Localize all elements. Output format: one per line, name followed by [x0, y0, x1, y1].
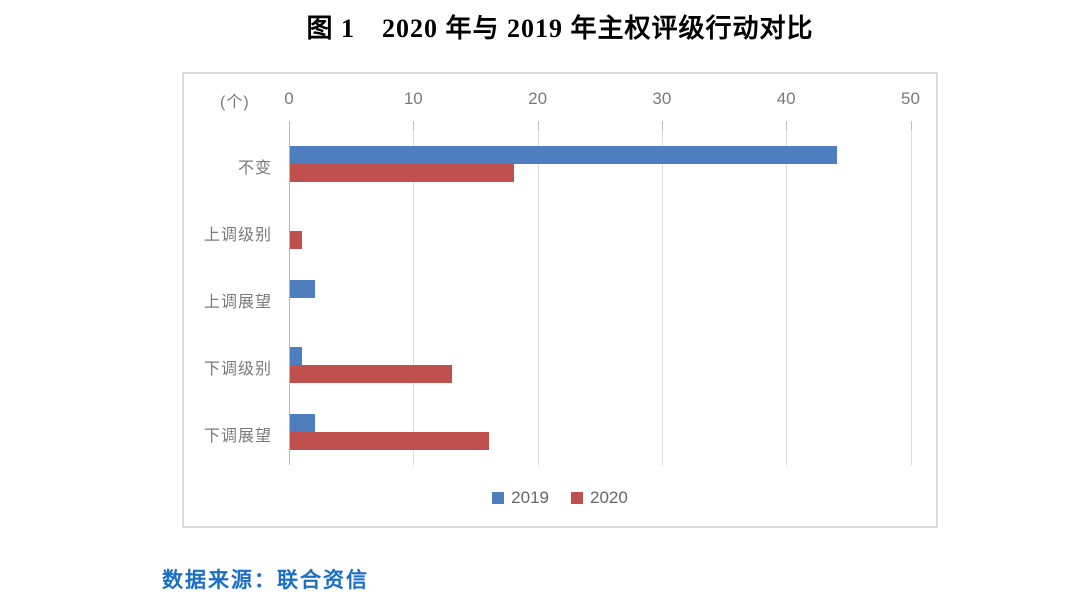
page-title: 图 1 2020 年与 2019 年主权评级行动对比 — [306, 14, 814, 43]
x-tick-mark — [413, 121, 415, 130]
bar-2019 — [290, 279, 315, 298]
legend-swatch-2020 — [571, 492, 583, 504]
chart-frame: (个) 2019 2020 0 10 20 30 40 50 不变上调级别上调展望下调级别下调… — [182, 72, 938, 528]
bar-2019 — [290, 145, 837, 164]
x-tick-label: 50 — [901, 89, 920, 108]
legend-swatch-2019 — [492, 492, 505, 504]
gridline — [537, 130, 539, 465]
axis-unit-label: (个) — [220, 94, 250, 111]
x-tick-label: 10 — [403, 89, 423, 108]
x-tick-label: 20 — [528, 89, 548, 108]
bar-2020 — [290, 230, 303, 249]
bar-2020 — [290, 364, 452, 383]
bar-2019 — [290, 346, 303, 365]
legend-item-2020: 2020 — [571, 488, 628, 508]
x-tick-label: 30 — [652, 89, 672, 108]
legend: 2019 2020 — [184, 488, 936, 508]
category-label: 下调展望 — [203, 427, 272, 445]
y-axis-line — [289, 130, 290, 465]
legend-label-2020: 2020 — [590, 488, 628, 507]
category-label: 上调级别 — [203, 226, 272, 244]
x-tick-mark — [661, 121, 663, 130]
x-tick-mark — [289, 121, 290, 130]
source-note: 数据来源：联合资信 — [162, 568, 369, 592]
legend-label-2019: 2019 — [511, 488, 549, 507]
legend-item-2019: 2019 — [492, 488, 549, 508]
bar-2020 — [290, 431, 489, 450]
gridline — [910, 130, 912, 465]
category-label: 上调展望 — [203, 293, 272, 311]
bar-2020 — [290, 163, 514, 182]
gridline — [786, 130, 788, 465]
gridline — [661, 130, 663, 465]
gridline — [413, 130, 415, 465]
category-label: 下调级别 — [203, 360, 272, 378]
bar-2019 — [290, 413, 315, 432]
x-tick-label: 40 — [776, 89, 796, 108]
x-tick-mark — [910, 121, 912, 130]
x-tick-mark — [786, 121, 788, 130]
x-tick-label: 0 — [284, 89, 294, 108]
category-label: 不变 — [237, 159, 272, 177]
x-tick-mark — [537, 121, 539, 130]
